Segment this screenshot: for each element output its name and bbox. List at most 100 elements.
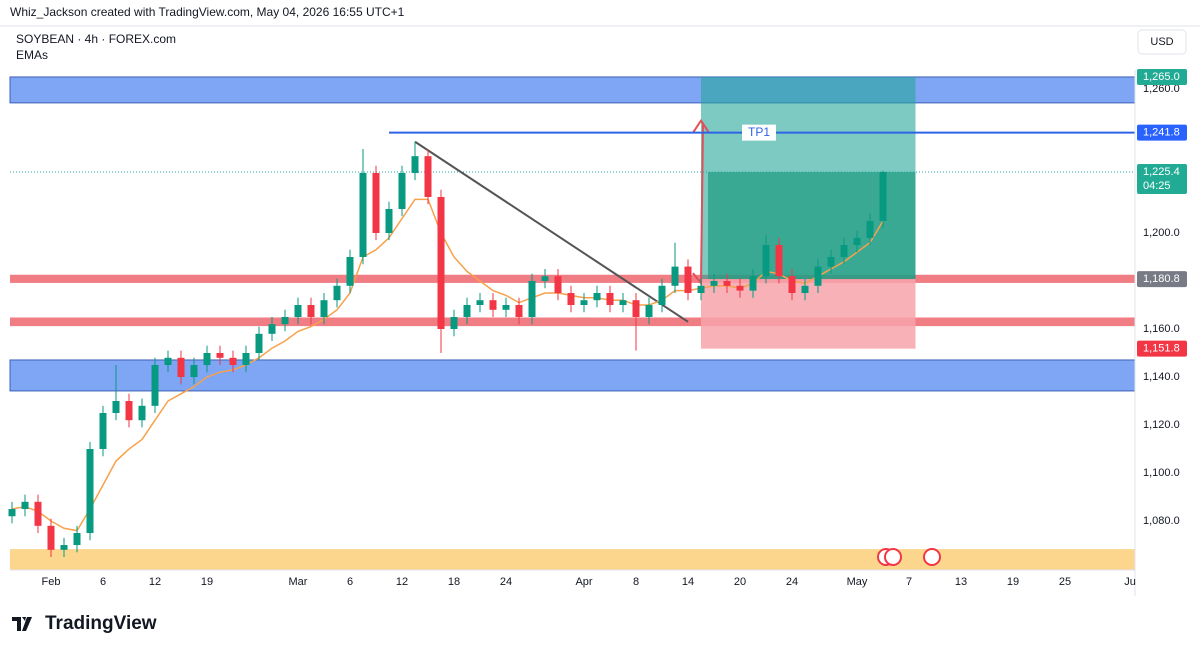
candle-body <box>372 172 380 233</box>
price-label-box <box>1137 164 1187 195</box>
candle-body <box>307 304 315 317</box>
y-tick-label: 1,100.0 <box>1143 467 1180 479</box>
candle-body <box>437 196 445 330</box>
event-icon <box>923 548 941 566</box>
candle-body <box>346 256 354 286</box>
y-tick-label: 1,080.0 <box>1143 515 1180 527</box>
x-tick-label: 6 <box>100 576 106 588</box>
candle-body <box>476 300 484 305</box>
candle-body <box>268 324 276 334</box>
candle-body <box>619 300 627 305</box>
zone <box>10 274 1135 283</box>
candle-body <box>398 172 406 209</box>
y-tick-label: 1,120.0 <box>1143 419 1180 431</box>
x-tick-label: Apr <box>575 576 592 588</box>
symbol: SOYBEAN · 4h · FOREX.com <box>16 32 176 46</box>
price-label-box <box>1137 340 1187 357</box>
currency[interactable]: USD <box>1150 36 1173 48</box>
candle-body <box>879 172 887 221</box>
candle-body <box>606 292 614 305</box>
price-axis-bg <box>1136 62 1200 596</box>
y-tick-label: 1,160.0 <box>1143 323 1180 335</box>
candle-body <box>723 280 731 286</box>
zone <box>9 76 1136 104</box>
caption: Whiz_Jackson created with TradingView.co… <box>10 5 405 19</box>
candle-body <box>645 304 653 317</box>
tp-label: TP1 <box>748 125 770 139</box>
candle-body <box>86 449 94 534</box>
candle-body <box>359 172 367 257</box>
x-tick-label: 20 <box>734 576 746 588</box>
candle-body <box>99 413 107 450</box>
candle-body <box>593 292 601 301</box>
candle-body <box>320 300 328 317</box>
x-tick-label: 13 <box>955 576 967 588</box>
x-tick-label: 8 <box>633 576 639 588</box>
x-tick-label: Ju <box>1124 576 1136 588</box>
candle-body <box>229 357 237 366</box>
candle-body <box>138 405 146 421</box>
candle-body <box>73 533 81 546</box>
event-icon <box>884 548 902 566</box>
candle-body <box>853 237 861 245</box>
logo-mark <box>12 617 32 631</box>
tp-label-bg <box>742 124 776 141</box>
candle-body <box>125 401 133 421</box>
candle-body <box>840 244 848 257</box>
candle-body <box>281 316 289 325</box>
x-tick-label: 12 <box>396 576 408 588</box>
zone <box>10 549 1135 570</box>
price-label: 1,225.4 <box>1143 166 1180 178</box>
candle-body <box>385 208 393 233</box>
logo: TradingView <box>12 613 157 634</box>
x-tick-label: 7 <box>906 576 912 588</box>
candle-body <box>34 501 42 526</box>
candle-body <box>684 266 692 293</box>
y-tick-label: 1,140.0 <box>1143 371 1180 383</box>
price-label: 1,180.8 <box>1143 273 1180 285</box>
x-tick-label: 14 <box>682 576 694 588</box>
candle-body <box>60 545 68 550</box>
candle-body <box>788 276 796 293</box>
candle-body <box>216 353 224 358</box>
candle-body <box>749 276 757 291</box>
candle-body <box>697 285 705 293</box>
candle-body <box>190 365 198 378</box>
candle-body <box>554 276 562 293</box>
candle-body <box>567 292 575 305</box>
x-tick-label: 25 <box>1059 576 1071 588</box>
candle-body <box>528 280 536 317</box>
indicator: EMAs <box>16 48 48 62</box>
x-tick-label: 19 <box>1007 576 1019 588</box>
candle-body <box>489 300 497 310</box>
x-tick-label: 24 <box>500 576 512 588</box>
currency-box[interactable] <box>1137 29 1187 55</box>
candle-body <box>827 256 835 267</box>
candle-body <box>710 280 718 286</box>
price-label: 1,151.8 <box>1143 343 1180 355</box>
candle-body <box>450 316 458 330</box>
candle-body <box>242 353 250 366</box>
trendline <box>414 140 689 323</box>
candle-body <box>294 304 302 317</box>
candle-body <box>8 509 16 517</box>
x-tick-label: May <box>847 576 868 588</box>
zone <box>10 317 1135 327</box>
x-tick-label: 6 <box>347 576 353 588</box>
candle-body <box>502 304 510 310</box>
candle-body <box>463 304 471 317</box>
price-label: 1,265.0 <box>1143 71 1180 83</box>
price-label-box <box>1137 271 1187 288</box>
x-tick-label: 18 <box>448 576 460 588</box>
price-label: 1,241.8 <box>1143 127 1180 139</box>
x-tick-label: 12 <box>149 576 161 588</box>
candle-body <box>515 304 523 317</box>
brand: TradingView <box>45 613 157 634</box>
countdown: 04:25 <box>1143 180 1171 192</box>
x-tick-label: Mar <box>289 576 308 588</box>
candle-body <box>866 220 874 238</box>
candle-body <box>814 266 822 286</box>
candle-body <box>177 357 185 378</box>
candle-body <box>632 300 640 317</box>
candle-body <box>541 276 549 281</box>
